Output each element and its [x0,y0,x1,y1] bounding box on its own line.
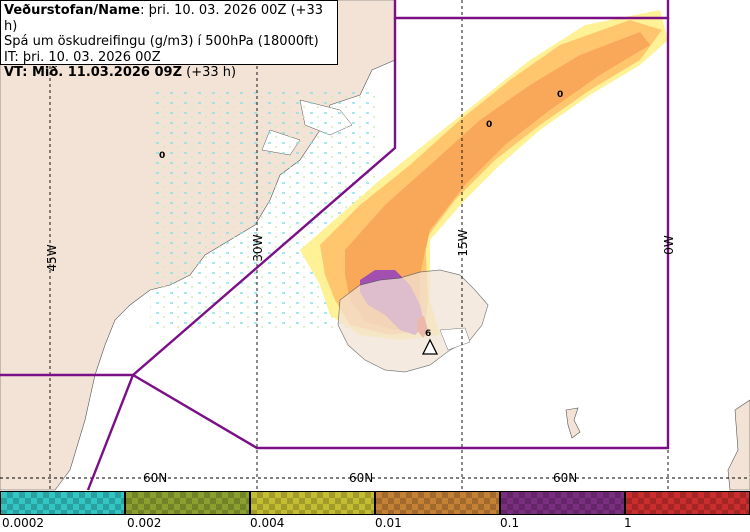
contour-label: 6 [425,329,431,339]
latitude-label: 60N [349,471,373,485]
latitude-labels: 60N 60N 60N [143,471,577,485]
legend-tick-labels: 0.0002 0.002 0.004 0.01 0.1 1 [0,515,750,532]
glacier [439,327,471,351]
longitude-labels: 45W 30W 15W 0W [45,229,676,271]
valid-time: VT: Mið. 11.03.2026 09Z [4,65,183,80]
longitude-label: 45W [45,244,59,271]
legend-tick-label: 0.01 [375,516,402,530]
valid-time-line: VT: Mið. 11.03.2026 09Z (+33 h) [4,65,334,81]
volcano-marker-icon [421,338,439,355]
legend-tick-label: 1 [624,516,632,530]
faroe-islands [565,407,581,439]
contour-labels: 0 0 0 6 [159,90,563,339]
latitude-label: 60N [553,471,577,485]
legend-color-segment [0,491,125,515]
ash-plume-orange [345,32,650,330]
legend-tick-label: 0.0002 [2,516,44,530]
issue-time: : þri. 10. 03. 2026 00Z (+33 h) [4,3,323,34]
agency-label: Veðurstofan/Name [4,3,141,18]
longitude-label: 15W [456,229,470,256]
contour-label: 0 [557,90,563,100]
initial-time: IT: þri. 10. 03. 2026 00Z [4,49,161,65]
legend-color-segment [125,491,250,515]
airspace-boundary [0,0,670,491]
legend-color-segment [375,491,500,515]
legend-color-segment [250,491,375,515]
latitude-label: 60N [143,471,167,485]
legend-tick-label: 0.002 [127,516,162,530]
title-line: Veðurstofan/Name: þri. 10. 03. 2026 00Z … [4,3,334,34]
forecast-info-box: Veðurstofan/Name: þri. 10. 03. 2026 00Z … [0,0,338,80]
contour-label: 0 [486,120,492,130]
contour-label: 0 [159,151,165,161]
valid-time-offset: (+33 h) [182,65,237,80]
europe-coast [727,399,750,491]
product-description: Spá um öskudreifingu (g/m3) í 500hPa (18… [4,34,319,49]
legend-color-segment [625,491,750,515]
legend-tick-label: 0.004 [250,516,285,530]
longitude-label: 0W [662,235,676,255]
legend-tick-label: 0.1 [500,516,520,530]
longitude-label: 30W [251,234,265,261]
legend-color-segment [500,491,625,515]
concentration-legend [0,491,750,515]
